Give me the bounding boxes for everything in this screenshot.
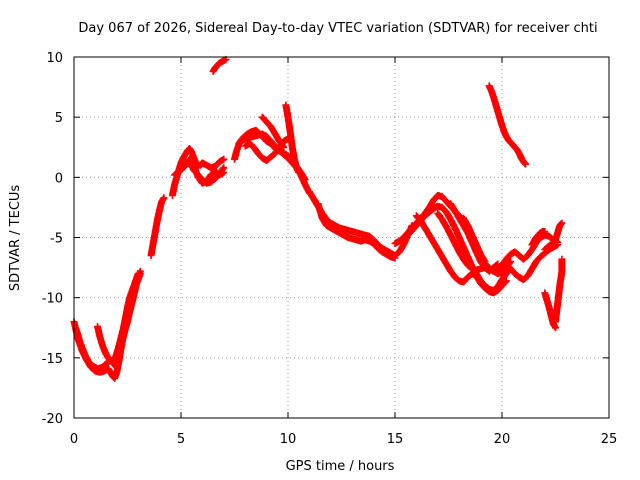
chart-title: Day 067 of 2026, Sidereal Day-to-day VTE…	[78, 21, 597, 36]
x-tick-label: 10	[280, 432, 297, 447]
x-tick-label: 20	[494, 432, 511, 447]
x-tick-label: 0	[70, 432, 78, 447]
series-track-7	[177, 155, 228, 187]
data-series	[70, 55, 566, 382]
series-track-22	[485, 82, 529, 168]
y-tick-label: -15	[42, 352, 63, 367]
data-point-markers	[528, 228, 549, 249]
data-point-markers	[94, 270, 144, 365]
series-track-18	[412, 212, 510, 297]
plot-frame	[73, 56, 610, 419]
data-point-markers	[258, 113, 288, 151]
x-tick-label: 5	[177, 432, 185, 447]
x-tick-label: 25	[601, 432, 618, 447]
y-tick-label: -20	[42, 412, 63, 427]
series-track-28	[552, 255, 566, 326]
data-point-markers	[541, 219, 566, 253]
data-point-markers	[485, 82, 529, 168]
data-point-markers	[147, 194, 168, 259]
data-point-markers	[282, 101, 303, 176]
data-point-markers	[412, 212, 510, 297]
y-tick-label: 0	[55, 171, 63, 186]
series-track-11	[241, 135, 292, 164]
data-point-markers	[460, 214, 489, 266]
x-tick-label: 15	[387, 432, 404, 447]
y-tick-label: -10	[42, 292, 63, 307]
series-track-3	[94, 270, 144, 365]
series-track-13	[282, 101, 303, 176]
y-tick-label: 5	[55, 111, 63, 126]
y-axis-ticks: -20 -15 -10 -5 0 5 10	[42, 51, 609, 427]
data-point-markers	[209, 55, 230, 75]
series-track-15	[314, 200, 399, 262]
series-track-27	[541, 219, 566, 253]
series-track-19	[434, 209, 515, 278]
data-point-markers	[434, 209, 515, 278]
x-axis-label: GPS time / hours	[286, 459, 395, 474]
y-tick-label: -5	[50, 232, 63, 247]
data-point-markers	[241, 135, 292, 164]
series-track-21	[460, 214, 489, 266]
y-axis-label: SDTVAR / TECUs	[8, 185, 23, 292]
data-point-markers	[177, 155, 228, 187]
series-track-25	[528, 228, 549, 249]
series-track-12	[258, 113, 288, 151]
data-point-markers	[552, 255, 566, 326]
data-point-markers	[314, 200, 399, 262]
series-track-8	[209, 55, 230, 75]
y-tick-label: 10	[46, 51, 63, 66]
series-track-4	[147, 194, 168, 259]
x-axis-ticks: 0 5 10 15 20 25	[70, 57, 617, 447]
